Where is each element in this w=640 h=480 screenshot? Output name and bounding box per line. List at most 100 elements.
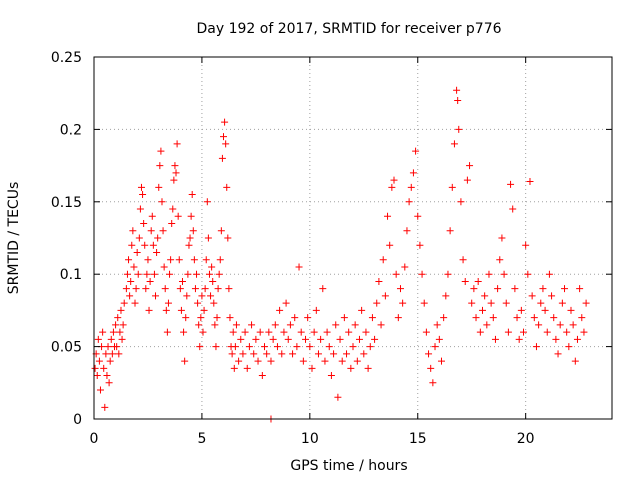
- data-point: [239, 350, 247, 358]
- y-tick-label: 0.05: [51, 340, 82, 356]
- data-point: [269, 335, 277, 343]
- data-point: [381, 292, 389, 300]
- data-point: [162, 306, 170, 314]
- data-point: [491, 335, 499, 343]
- data-point: [336, 335, 344, 343]
- data-point: [494, 285, 502, 293]
- data-point: [414, 212, 422, 220]
- data-point: [95, 357, 103, 365]
- data-point: [466, 162, 474, 170]
- x-tick-labels: 0 5 10 15 20: [90, 431, 535, 447]
- data-point: [537, 299, 545, 307]
- chart-title: Day 192 of 2017, SRMTID for receiver p77…: [196, 21, 501, 37]
- data-point: [334, 393, 342, 401]
- data-point: [258, 372, 266, 380]
- data-point: [362, 328, 370, 336]
- data-point: [147, 227, 155, 235]
- data-point: [440, 314, 448, 322]
- data-point: [358, 306, 366, 314]
- data-point: [271, 321, 279, 329]
- plot-frame: [93, 56, 613, 420]
- data-point: [273, 343, 281, 351]
- data-point: [470, 285, 478, 293]
- data-point: [558, 299, 566, 307]
- data-point: [203, 198, 211, 206]
- data-point: [204, 234, 212, 242]
- data-point: [545, 270, 553, 278]
- data-point: [489, 314, 497, 322]
- data-point: [487, 299, 495, 307]
- data-point: [185, 241, 193, 249]
- data-point: [146, 277, 154, 285]
- data-point: [112, 321, 120, 329]
- data-point: [170, 176, 178, 184]
- data-point: [120, 299, 128, 307]
- y-tick-labels: 0 0.05 0.1 0.15 0.2 0.25: [51, 50, 82, 428]
- data-point: [319, 285, 327, 293]
- data-point: [218, 154, 226, 162]
- data-point: [230, 364, 238, 372]
- data-point: [351, 321, 359, 329]
- data-point: [535, 321, 543, 329]
- data-point: [396, 285, 404, 293]
- data-point: [91, 364, 99, 372]
- data-point: [180, 328, 188, 336]
- data-point: [116, 328, 124, 336]
- data-point: [163, 328, 171, 336]
- data-point: [182, 314, 190, 322]
- data-point: [517, 306, 525, 314]
- data-point: [102, 350, 110, 358]
- data-point: [248, 321, 256, 329]
- data-point: [444, 270, 452, 278]
- data-point: [347, 364, 355, 372]
- data-point: [222, 140, 230, 148]
- y-axis-label: SRMTID / TECUs: [6, 182, 22, 295]
- data-point: [156, 162, 164, 170]
- data-point: [261, 343, 269, 351]
- data-point: [355, 335, 363, 343]
- data-point: [543, 328, 551, 336]
- data-point: [225, 285, 233, 293]
- data-point: [399, 299, 407, 307]
- data-point: [325, 343, 333, 351]
- data-point: [263, 350, 271, 358]
- data-point: [197, 314, 205, 322]
- data-point: [569, 321, 577, 329]
- data-point: [515, 335, 523, 343]
- data-point: [405, 198, 413, 206]
- data-point: [167, 256, 175, 264]
- data-point: [520, 328, 528, 336]
- data-point: [160, 263, 168, 271]
- data-point: [126, 292, 134, 300]
- data-point: [384, 212, 392, 220]
- y-tick-label: 0.2: [60, 122, 82, 138]
- data-point: [202, 256, 210, 264]
- data-point: [302, 335, 310, 343]
- data-point: [149, 241, 157, 249]
- data-point: [214, 285, 222, 293]
- data-point: [174, 212, 182, 220]
- data-point: [321, 357, 329, 365]
- data-point: [118, 335, 126, 343]
- data-point: [157, 147, 165, 155]
- data-point: [422, 328, 430, 336]
- data-point: [457, 198, 465, 206]
- data-point: [390, 176, 398, 184]
- data-point: [429, 379, 437, 387]
- data-point: [139, 191, 147, 199]
- data-point: [567, 306, 575, 314]
- data-point: [93, 372, 101, 380]
- data-point: [254, 357, 262, 365]
- data-point: [229, 328, 237, 336]
- data-point: [474, 277, 482, 285]
- data-point: [191, 285, 199, 293]
- data-point: [286, 321, 294, 329]
- data-point: [150, 270, 158, 278]
- data-point: [148, 212, 156, 220]
- data-point: [145, 306, 153, 314]
- data-point: [343, 350, 351, 358]
- data-point: [483, 321, 491, 329]
- data-point: [152, 292, 160, 300]
- data-point: [177, 306, 185, 314]
- data-point: [312, 306, 320, 314]
